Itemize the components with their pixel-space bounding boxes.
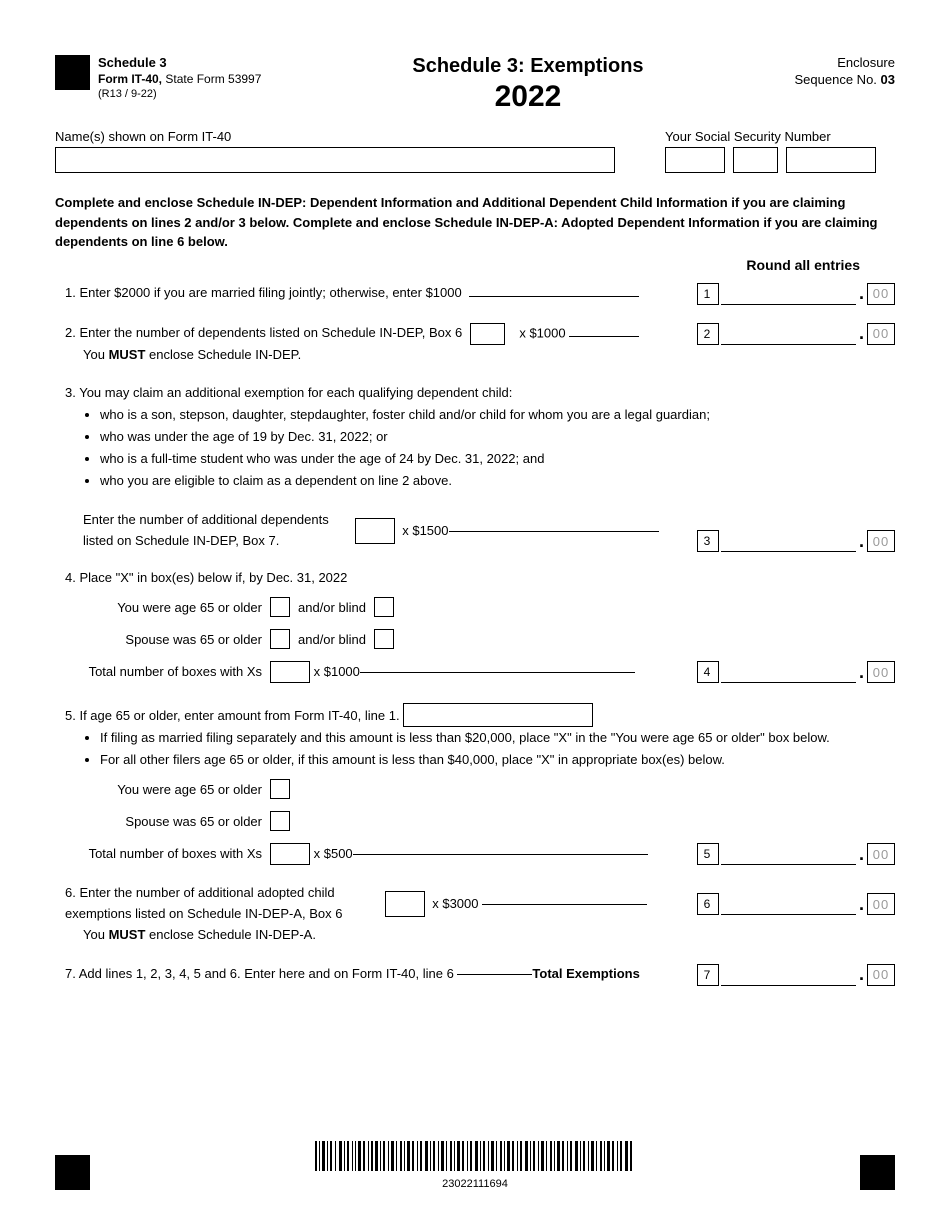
- line3-blank[interactable]: [449, 531, 659, 532]
- line6-num-box: 6: [697, 893, 719, 915]
- line3-bullets: who is a son, stepson, daughter, stepdau…: [55, 404, 895, 492]
- line2-count-input[interactable]: [470, 323, 505, 345]
- line4-you-blind-check[interactable]: [374, 597, 394, 617]
- line5-you65-row: You were age 65 or older: [55, 779, 895, 799]
- line3-amount: 3 . 00: [697, 530, 895, 552]
- ssn-boxes: [665, 147, 895, 173]
- name-ssn-row: Name(s) shown on Form IT-40 Your Social …: [55, 129, 895, 173]
- line-3: 3. You may claim an additional exemption…: [55, 383, 895, 492]
- line-1: 1. Enter $2000 if you are married filing…: [55, 283, 895, 305]
- line2-num-box: 2: [697, 323, 719, 345]
- form-header: Schedule 3 Form IT-40, State Form 53997 …: [55, 55, 895, 114]
- line4-num-box: 4: [697, 661, 719, 683]
- line5-amount: 5 . 00: [697, 843, 895, 865]
- line4-blank[interactable]: [360, 672, 635, 673]
- line5-amount-input-box[interactable]: [403, 703, 593, 727]
- ssn-label: Your Social Security Number: [665, 129, 895, 144]
- header-left: Schedule 3 Form IT-40, State Form 53997 …: [98, 55, 261, 102]
- line3-num-box: 3: [697, 530, 719, 552]
- ssn-input-1[interactable]: [665, 147, 725, 173]
- line6-blank[interactable]: [482, 904, 647, 905]
- barcode-section: 23022111694: [315, 1141, 635, 1190]
- line-4-intro: 4. Place "X" in box(es) below if, by Dec…: [65, 570, 895, 585]
- line5-spouse65-check[interactable]: [270, 811, 290, 831]
- line7-amount: 7 . 00: [697, 964, 895, 986]
- main-title: Schedule 3: Exemptions: [261, 55, 794, 78]
- line2-blank[interactable]: [569, 336, 639, 337]
- form-line: Form IT-40, State Form 53997: [98, 72, 261, 88]
- line-3-entry: Enter the number of additional dependent…: [55, 510, 895, 552]
- line7-blank[interactable]: [457, 974, 532, 975]
- line1-blank[interactable]: [469, 296, 639, 297]
- line4-you65-check[interactable]: [270, 597, 290, 617]
- line5-num-box: 5: [697, 843, 719, 865]
- line4-cents: 00: [867, 661, 895, 683]
- line-2: 2. Enter the number of dependents listed…: [55, 323, 895, 366]
- sequence-label: Sequence No. 03: [795, 72, 895, 89]
- line7-amount-input[interactable]: [721, 964, 856, 986]
- name-section: Name(s) shown on Form IT-40: [55, 129, 615, 173]
- line3-amount-input[interactable]: [721, 530, 856, 552]
- line3-count-input[interactable]: [355, 518, 395, 544]
- line5-total-input[interactable]: [270, 843, 310, 865]
- line6-count-input[interactable]: [385, 891, 425, 917]
- line3-cents: 00: [867, 530, 895, 552]
- line7-cents: 00: [867, 964, 895, 986]
- revision-label: (R13 / 9-22): [98, 87, 261, 101]
- line4-spouse65-row: Spouse was 65 or older and/or blind: [55, 629, 895, 649]
- line6-amount: 6 . 00: [697, 893, 895, 915]
- enclosure-label: Enclosure: [795, 55, 895, 72]
- line1-cents: 00: [867, 283, 895, 305]
- barcode-icon: [315, 1141, 635, 1171]
- line4-amount-input[interactable]: [721, 661, 856, 683]
- footer-box-right: [860, 1155, 895, 1190]
- line4-amount: 4 . 00: [697, 661, 895, 683]
- line4-you65-row: You were age 65 or older and/or blind: [55, 597, 895, 617]
- footer-box-left: [55, 1155, 90, 1190]
- line5-bullets: If filing as married filing separately a…: [55, 727, 895, 771]
- line2-cents: 00: [867, 323, 895, 345]
- line6-cents: 00: [867, 893, 895, 915]
- header-center: Schedule 3: Exemptions 2022: [261, 55, 794, 114]
- line4-spouse65-check[interactable]: [270, 629, 290, 649]
- line-7: 7. Add lines 1, 2, 3, 4, 5 and 6. Enter …: [55, 964, 895, 986]
- line5-cents: 00: [867, 843, 895, 865]
- line5-spouse65-row: Spouse was 65 or older: [55, 811, 895, 831]
- year-label: 2022: [261, 80, 794, 114]
- header-black-box: [55, 55, 90, 90]
- line-6: 6. Enter the number of additional adopte…: [55, 883, 895, 945]
- line5-you65-check[interactable]: [270, 779, 290, 799]
- line-4-total: Total number of boxes with Xs x $1000 4 …: [55, 661, 895, 683]
- line4-total-input[interactable]: [270, 661, 310, 683]
- round-label: Round all entries: [55, 257, 895, 273]
- ssn-input-2[interactable]: [733, 147, 778, 173]
- header-right: Enclosure Sequence No. 03: [795, 55, 895, 89]
- line7-num-box: 7: [697, 964, 719, 986]
- line1-amount: 1 . 00: [697, 283, 895, 305]
- line4-spouse-blind-check[interactable]: [374, 629, 394, 649]
- line2-amount: 2 . 00: [697, 323, 895, 345]
- line1-num-box: 1: [697, 283, 719, 305]
- line5-blank[interactable]: [353, 854, 648, 855]
- schedule-label: Schedule 3: [98, 55, 261, 72]
- line-5: 5. If age 65 or older, enter amount from…: [55, 703, 895, 771]
- line2-amount-input[interactable]: [721, 323, 856, 345]
- line-5-total: Total number of boxes with Xs x $500 5 .…: [55, 843, 895, 865]
- name-label: Name(s) shown on Form IT-40: [55, 129, 615, 144]
- line1-amount-input[interactable]: [721, 283, 856, 305]
- line5-amount-input[interactable]: [721, 843, 856, 865]
- barcode-number: 23022111694: [315, 1178, 635, 1190]
- main-instruction: Complete and enclose Schedule IN-DEP: De…: [55, 193, 895, 252]
- page-footer: 23022111694: [0, 1141, 950, 1190]
- line6-amount-input[interactable]: [721, 893, 856, 915]
- ssn-input-3[interactable]: [786, 147, 876, 173]
- name-input[interactable]: [55, 147, 615, 173]
- ssn-section: Your Social Security Number: [665, 129, 895, 173]
